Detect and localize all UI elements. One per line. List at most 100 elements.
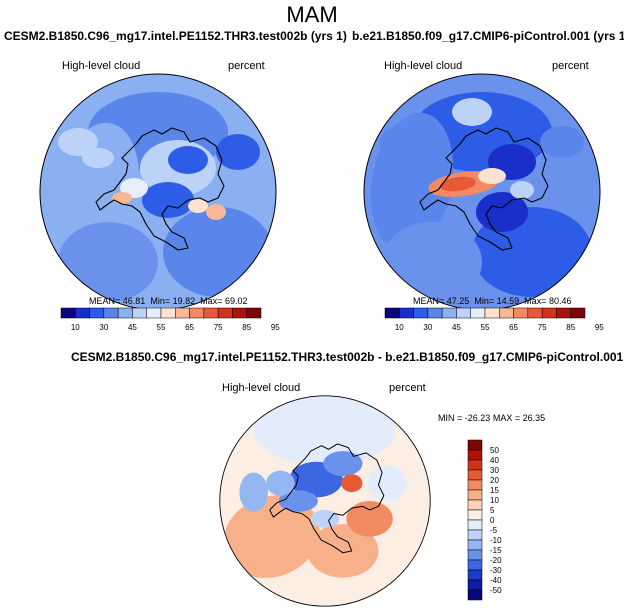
- panel2-region-12: [452, 98, 492, 126]
- panel3-region-2: [307, 524, 379, 578]
- panel2-max-label: Max=: [524, 296, 547, 306]
- panel3-field: [219, 395, 431, 607]
- panel1-region-6: [142, 182, 194, 218]
- panel2-stats: MEAN= 47.25 Min= 14.59 Max= 80.46: [413, 296, 571, 306]
- panel3-region-8: [266, 470, 295, 496]
- panel3-polar-map: [219, 395, 431, 607]
- panel3-colorbar-box-4: [467, 479, 483, 491]
- panel2-antarctica-outline: [419, 127, 549, 251]
- panel2-colorbar-tick-4: 65: [509, 323, 518, 332]
- panel2-min-label: Min=: [474, 296, 495, 306]
- panel1-colorbar-box-9: [189, 307, 205, 319]
- panel2-region-8: [478, 168, 506, 184]
- panel3-stats: MIN = -26.23 MAX = 26.35: [438, 413, 545, 423]
- panel2-colorbar-box-11: [541, 307, 557, 319]
- panel3-case-title: CESM2.B1850.C96_mg17.intel.PE1152.THR3.t…: [71, 350, 624, 364]
- panel1-mean-value: 46.81: [122, 296, 146, 306]
- panel3-min-label: MIN =: [438, 413, 463, 423]
- panel3-colorbar-tick-11: -20: [490, 556, 502, 565]
- panel1-colorbar-box-6: [146, 307, 162, 319]
- panel1-colorbar-box-1: [75, 307, 90, 319]
- panel3-colorbar-tick-8: -5: [490, 526, 498, 535]
- panel3-min-value: -26.23: [464, 413, 491, 423]
- panel2-field: [364, 74, 600, 310]
- panel2-region-9: [510, 181, 534, 199]
- panel2-units-label: percent: [552, 60, 589, 72]
- panel3-colorbar-box-3: [467, 469, 483, 481]
- panel2-colorbar-tick-7: 95: [595, 323, 604, 332]
- panel3-colorbar-tick-2: 30: [490, 466, 499, 475]
- panel3-colorbar-tick-9: -10: [490, 536, 502, 545]
- panel2-colorbar-box-3: [427, 307, 443, 319]
- panel2-colorbar-box-0: [384, 307, 400, 319]
- panel2-colorbar-box-12: [556, 307, 571, 319]
- panel3-colorbar-box-5: [467, 489, 483, 501]
- panel1-colorbar-box-3: [103, 307, 119, 319]
- panel1-colorbar-box-7: [160, 307, 176, 319]
- panel3-region-9: [239, 472, 268, 512]
- panel3-region-10: [367, 465, 408, 501]
- panel1-colorbar-box-11: [217, 307, 233, 319]
- panel1-colorbar-tick-1: 30: [99, 323, 108, 332]
- panel1-min-value: 19.82: [172, 296, 196, 306]
- panel3-colorbar-tick-1: 40: [490, 456, 499, 465]
- panel2-variable-label: High-level cloud: [384, 60, 463, 72]
- panel3-colorbar-box-9: [467, 529, 483, 541]
- panel1-case-title: CESM2.B1850.C96_mg17.intel.PE1152.THR3.t…: [4, 29, 347, 43]
- panel3-max-value: 26.35: [522, 413, 546, 423]
- panel3-colorbar-box-8: [467, 519, 483, 531]
- panel2-colorbar-box-13: [570, 307, 586, 319]
- panel3-colorbar-tick-12: -30: [490, 566, 502, 575]
- panel2-colorbar-box-1: [399, 307, 414, 319]
- panel2-colorbar-box-2: [413, 307, 429, 319]
- panel3-region-11: [310, 509, 340, 528]
- panel1-region-10: [206, 204, 226, 220]
- panel2-colorbar-box-8: [499, 307, 514, 319]
- panel2-colorbar-box-7: [484, 307, 500, 319]
- panel3-colorbar-tick-6: 5: [490, 506, 495, 515]
- panel2-colorbar-box-6: [470, 307, 486, 319]
- panel2-colorbar-box-4: [441, 307, 457, 319]
- panel1-region-8: [112, 192, 132, 204]
- panel3-max-label: MAX =: [492, 413, 521, 423]
- panel1-region-2: [163, 207, 273, 297]
- panel1-colorbar-box-12: [232, 307, 247, 319]
- panel3-units-label: percent: [389, 382, 426, 394]
- panel2-region-11: [540, 126, 584, 158]
- panel2-colorbar-tick-3: 55: [481, 323, 490, 332]
- panel1-colorbar-box-10: [203, 307, 219, 319]
- panel2-min-value: 14.59: [496, 296, 520, 306]
- panel3-region-0: [253, 395, 397, 466]
- panel1-region-5: [168, 146, 208, 174]
- panel2-mean-label: MEAN=: [413, 296, 445, 306]
- figure-title: MAM: [286, 2, 338, 27]
- panel1-region-3: [58, 222, 158, 302]
- panel1-colorbar-box-0: [60, 307, 76, 319]
- panel1-min-label: Min=: [150, 296, 171, 306]
- panel2-region-10: [380, 126, 424, 158]
- panel2-colorbar-box-5: [456, 307, 471, 319]
- panel3-colorbar-box-10: [467, 539, 483, 551]
- panel1-colorbar-tick-0: 10: [71, 323, 80, 332]
- panel3-map-border: [219, 395, 431, 607]
- panel3-colorbar-tick-4: 15: [490, 486, 499, 495]
- panel1-colorbar-box-4: [117, 307, 133, 319]
- panel1-colorbar-box-2: [89, 307, 105, 319]
- panel2-colorbar-tick-1: 30: [423, 323, 432, 332]
- panel2-mean-value: 47.25: [446, 296, 470, 306]
- panel3-colorbar-box-14: [467, 579, 483, 591]
- panel1-stats: MEAN= 46.81 Min= 19.82 Max= 69.02: [89, 296, 247, 306]
- panel3-variable-label: High-level cloud: [222, 382, 301, 394]
- panel1-colorbar-tick-5: 75: [214, 323, 223, 332]
- panel1-region-13: [216, 134, 260, 170]
- panel3-colorbar-tick-7: 0: [490, 516, 495, 525]
- panel3-colorbar-tick-0: 50: [490, 446, 499, 455]
- panel2-colorbar-box-10: [527, 307, 543, 319]
- panel1-colorbar-tick-4: 65: [185, 323, 194, 332]
- panel1-colorbar-tick-6: 85: [242, 323, 251, 332]
- panel3-colorbar-tick-10: -15: [490, 546, 502, 555]
- panel1-colorbar: 10 30 45 55 65 75 85 95: [60, 307, 280, 332]
- panel3-colorbar-box-11: [467, 549, 483, 561]
- panel1-antarctica-outline: [95, 127, 225, 251]
